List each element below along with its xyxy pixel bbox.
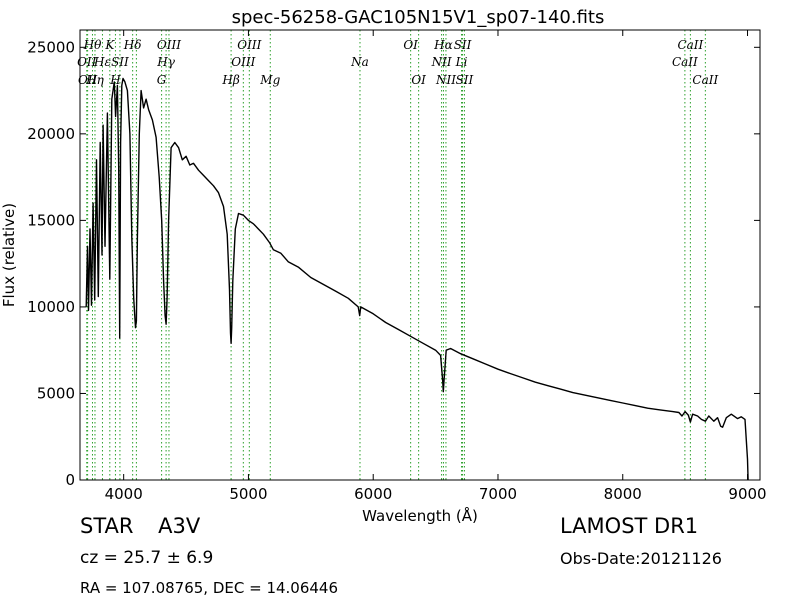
spectral-line-label: OII [78, 73, 98, 87]
y-tick-label: 10000 [27, 298, 75, 316]
spectral-line-label: OI [403, 38, 418, 52]
spectral-line-label: Li [455, 55, 468, 69]
observation-date: Obs-Date:20121126 [560, 549, 722, 568]
spectral-line-labels: OII OII Hθ Hη Hε K H SII Hδ G Hγ OIII Hβ OIII OIII Mg Na… [77, 38, 718, 87]
object-type: STAR [80, 514, 134, 538]
spectral-line-label: Hγ [156, 55, 175, 69]
spectral-line-markers [86, 30, 706, 480]
x-tick-label: 7000 [479, 485, 517, 503]
y-tick-label: 0 [65, 471, 75, 489]
spectral-line-label: CaII [672, 55, 698, 69]
spectral-line-label: OIII [231, 55, 255, 69]
spectral-line-label: Na [350, 55, 369, 69]
spectral-line-label: SII [111, 55, 129, 69]
x-axis-ticks: 4000 5000 6000 7000 8000 9000 [105, 30, 767, 503]
spectral-line-label: OII [77, 55, 97, 69]
spectral-line-label: Hβ [221, 73, 239, 87]
spectral-line-label: OIII [237, 38, 261, 52]
spectral-line-label: SII [454, 38, 472, 52]
spectral-line-label: SII [456, 73, 474, 87]
spectral-line-label: Hδ [123, 38, 142, 52]
spectral-line-label: Hθ [83, 38, 102, 52]
spectral-line-label: K [104, 38, 115, 52]
x-tick-label: 5000 [229, 485, 267, 503]
spectrum-line [85, 77, 749, 481]
plot-frame [79, 29, 761, 481]
spectral-line-label: NII [431, 55, 452, 69]
spectral-line-label: OI [411, 73, 426, 87]
y-tick-label: 15000 [27, 211, 75, 229]
spectral-line-label: CaII [677, 38, 703, 52]
x-tick-label: 6000 [354, 485, 392, 503]
y-tick-label: 20000 [27, 125, 75, 143]
spectral-line-label: Hε [93, 55, 111, 69]
chart-title: spec-56258-GAC105N15V1_sp07-140.fits [232, 7, 605, 28]
spectral-line-label: Hα [433, 38, 453, 52]
y-axis-ticks: 0 5000 10000 15000 20000 25000 [27, 38, 760, 489]
spectral-line-label: Mg [259, 73, 280, 87]
spectral-line-label: G [157, 73, 167, 87]
spectral-line-label: H [109, 73, 121, 87]
spectral-line-label: CaII [692, 73, 718, 87]
x-tick-label: 8000 [604, 485, 642, 503]
y-tick-label: 25000 [27, 38, 75, 56]
y-tick-label: 5000 [37, 384, 75, 402]
object-classification: STAR A3V [80, 514, 200, 538]
spectral-line-label: NII [435, 73, 456, 87]
object-subclass: A3V [158, 514, 201, 538]
redshift-cz: cz = 25.7 ± 6.9 [80, 548, 214, 568]
spectral-line-label: OIII [157, 38, 181, 52]
x-tick-label: 9000 [728, 485, 766, 503]
survey-name: LAMOST DR1 [560, 514, 699, 538]
x-axis-label: Wavelength (Å) [362, 506, 478, 525]
y-axis-label: Flux (relative) [0, 203, 18, 307]
coordinates-ra-dec: RA = 107.08765, DEC = 14.06446 [80, 579, 339, 597]
spectral-line-label: Hη [85, 73, 104, 87]
x-tick-label: 4000 [105, 485, 143, 503]
